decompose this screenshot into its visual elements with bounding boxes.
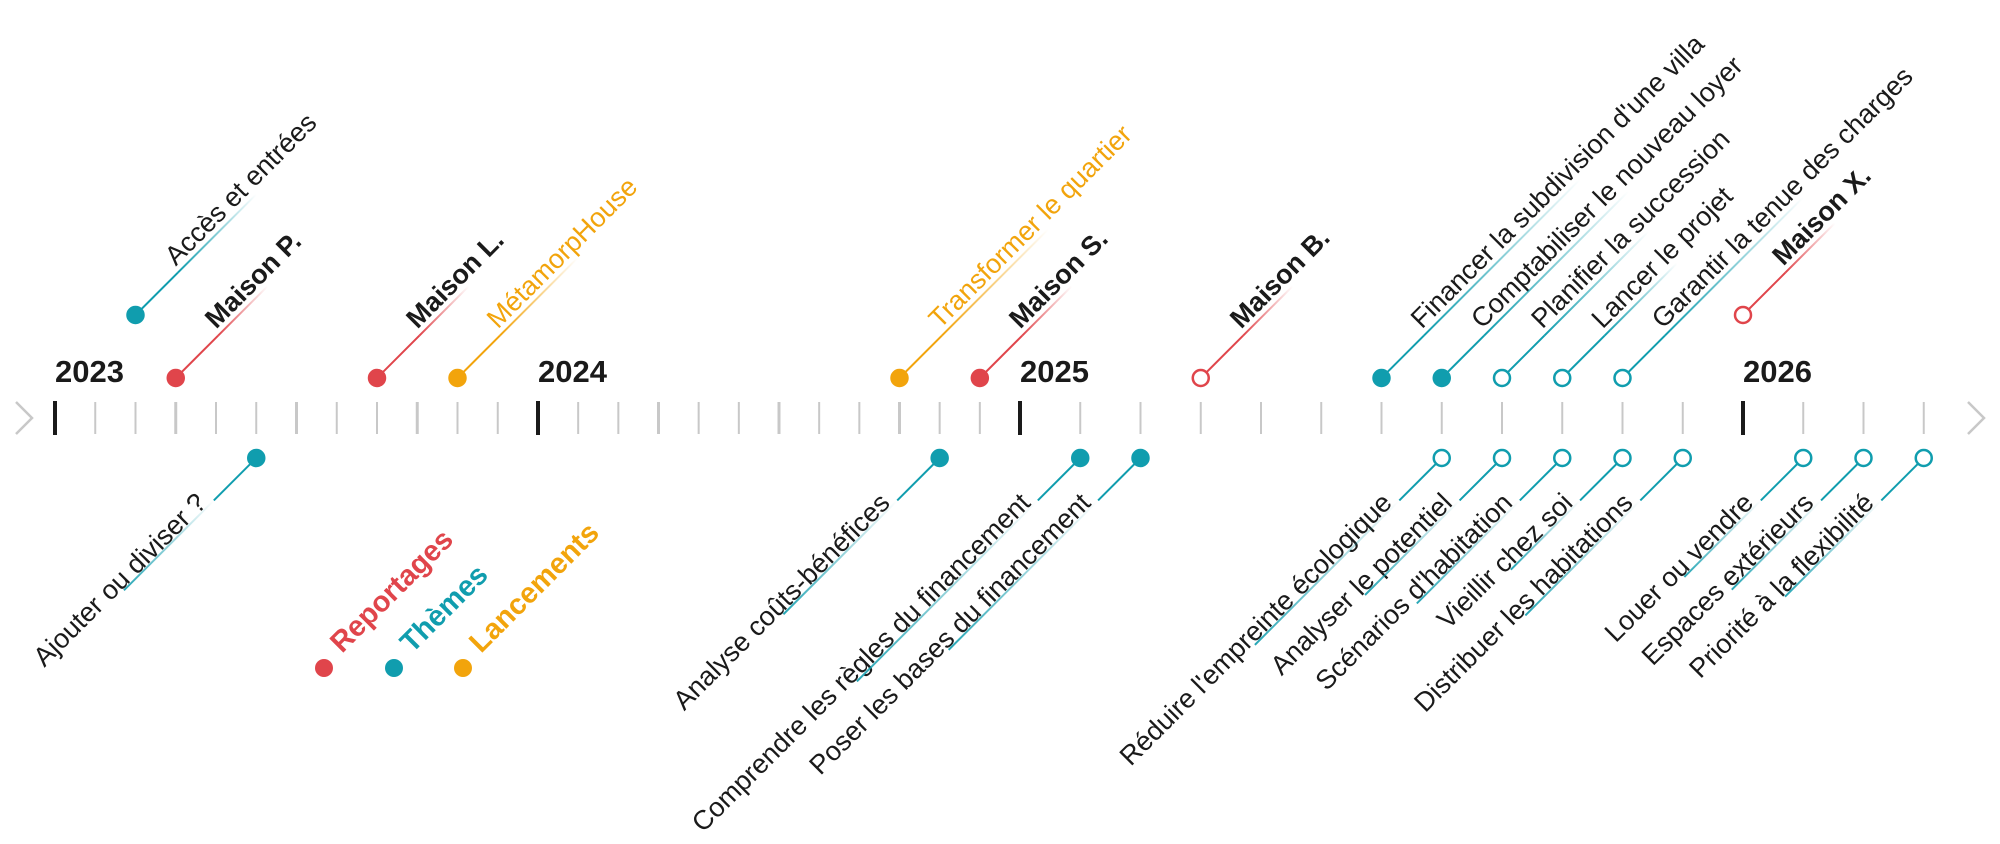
event-label: Maison P. — [199, 226, 307, 334]
event-dot[interactable] — [1071, 448, 1090, 468]
event-leader-fade — [123, 499, 215, 592]
event-label: MétamorpHouse — [481, 171, 643, 333]
event-dot[interactable] — [1613, 368, 1632, 388]
event-leader — [1441, 334, 1485, 379]
event-leader-fade — [1416, 499, 1521, 605]
event-dot[interactable] — [1432, 368, 1451, 388]
event-maison-b[interactable]: Maison B. — [1191, 222, 1336, 388]
event-leader — [1639, 457, 1684, 502]
event-leader-fade — [856, 499, 1039, 683]
event-leader-fade — [782, 499, 898, 615]
event-leader — [1458, 457, 1503, 502]
event-dot[interactable] — [1492, 368, 1512, 388]
event-dot[interactable] — [126, 305, 145, 325]
event-leader — [175, 334, 219, 379]
timeline-end-chevron-icon — [1967, 401, 1986, 435]
event-leader — [896, 457, 941, 502]
legend-swatch — [385, 659, 403, 677]
event-dot[interactable] — [1492, 448, 1512, 468]
event-leader-fade — [1543, 230, 1650, 337]
event-label: Maison B. — [1224, 222, 1335, 333]
event-dot[interactable] — [970, 368, 990, 388]
event-dot[interactable] — [166, 368, 185, 388]
event-dot[interactable] — [1131, 448, 1150, 468]
event-leader-fade — [1242, 285, 1294, 337]
event-leader-fade — [1254, 499, 1401, 646]
event-leader-fade — [1683, 499, 1762, 578]
event-dot[interactable] — [247, 448, 266, 468]
event-leader-fade — [1021, 285, 1073, 337]
event-leader-fade — [1784, 499, 1883, 598]
event-leader — [1820, 457, 1865, 502]
year-label-2025: 2025 — [1020, 354, 1089, 389]
event-leader-fade — [499, 257, 579, 337]
event-leader-fade — [177, 193, 257, 274]
event-ajouter-ou-diviser[interactable]: Ajouter ou diviser ? — [27, 448, 266, 672]
event-leader — [213, 457, 257, 502]
event-leader-fade — [947, 499, 1099, 651]
event-leader — [1519, 457, 1563, 502]
event-poser-les-bases-du-financement[interactable]: Poser les bases du financement — [803, 448, 1150, 780]
event-dot[interactable] — [1553, 368, 1572, 388]
event-dot[interactable] — [448, 368, 467, 388]
event-dot[interactable] — [1613, 448, 1632, 468]
event-leader-fade — [217, 285, 269, 337]
event-leader-fade — [418, 285, 470, 337]
legend-swatch — [315, 659, 333, 677]
event-leader-fade — [1664, 196, 1804, 337]
legend-swatch — [454, 659, 472, 677]
year-label-2023: 2023 — [55, 354, 124, 389]
event-leader — [1097, 457, 1142, 502]
timeline-axis: 2023 2024 2025 2026 — [15, 354, 1986, 435]
event-dot[interactable] — [1794, 448, 1813, 468]
event-leader — [1380, 334, 1425, 379]
event-dot[interactable] — [1191, 368, 1210, 388]
event-leader — [1742, 271, 1787, 316]
year-label-2024: 2024 — [538, 354, 608, 389]
event-leader-fade — [1510, 499, 1581, 571]
event-leader-fade — [1364, 499, 1461, 596]
event-dot[interactable] — [1553, 448, 1572, 468]
year-label-2026: 2026 — [1743, 354, 1812, 389]
event-dot[interactable] — [1733, 305, 1753, 325]
event-leader — [456, 334, 501, 379]
event-leader — [1037, 457, 1081, 502]
event-leader-fade — [941, 228, 1050, 337]
event-leader — [979, 334, 1023, 379]
event-leader-fade — [1784, 222, 1836, 274]
event-dot[interactable] — [1372, 368, 1391, 388]
event-dot[interactable] — [1854, 448, 1873, 468]
event-leader — [1501, 334, 1546, 379]
event-leader — [1621, 334, 1666, 379]
event-label: Ajouter ou diviser ? — [27, 487, 212, 672]
event-leader — [134, 271, 179, 316]
event-leader — [1760, 457, 1804, 502]
event-leader — [1398, 457, 1443, 502]
event-dot[interactable] — [1914, 448, 1933, 468]
event-dot[interactable] — [1673, 448, 1692, 468]
event-dot[interactable] — [1432, 448, 1451, 468]
event-leader — [898, 334, 943, 379]
event-leader-fade — [1731, 499, 1822, 591]
event-leader — [1200, 334, 1244, 379]
timeline-start-chevron-icon — [15, 401, 34, 435]
event-dot[interactable] — [890, 368, 909, 388]
event-leader-fade — [1423, 178, 1581, 337]
event-leader — [376, 334, 421, 379]
event-leader-fade — [1524, 499, 1642, 617]
event-leader — [1880, 457, 1925, 502]
event-leader-fade — [1603, 262, 1678, 337]
event-leader-fade — [1483, 190, 1630, 337]
event-leader — [1579, 457, 1624, 502]
event-garantir-la-tenue-des-charges[interactable]: Garantir la tenue des charges — [1613, 61, 1919, 388]
event-leader — [1561, 334, 1606, 379]
event-dot[interactable] — [367, 368, 387, 388]
event-dot[interactable] — [930, 448, 949, 468]
